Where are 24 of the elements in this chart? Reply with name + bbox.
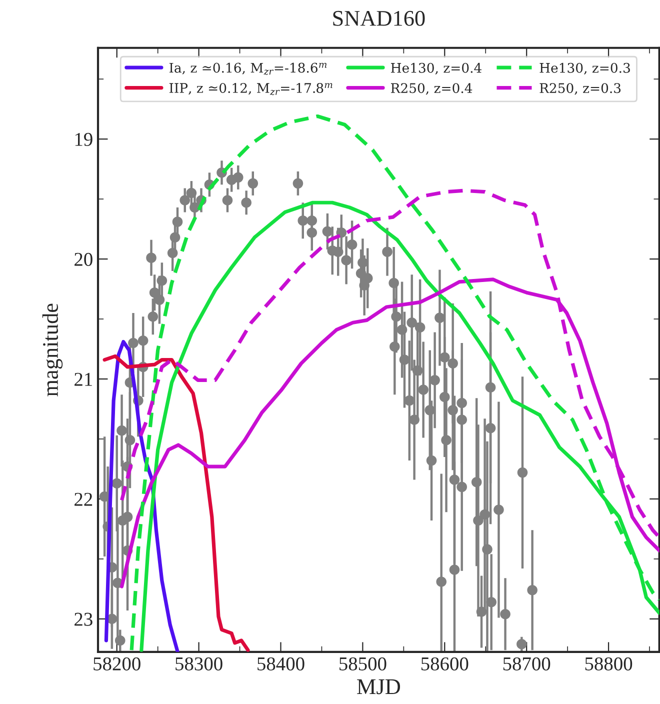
line-series <box>130 114 660 652</box>
legend-label: R250, z=0.4 <box>391 83 472 95</box>
y-tick-label: 22 <box>74 492 92 506</box>
legend-label: IIP, z ≃0.12, M$_{zr}$=-17.8$^{m}$ <box>169 83 332 96</box>
x-tick-label: 58300 <box>176 657 222 670</box>
x-axis-title: MJD <box>357 679 400 694</box>
line-series <box>104 340 180 652</box>
legend-label: He130, z=0.4 <box>391 62 482 74</box>
legend-label: Ia, z ≃0.16, M$_{zr}$=-18.6$^{m}$ <box>169 62 327 75</box>
x-tick-label: 58400 <box>258 657 304 670</box>
x-tick-label: 58800 <box>585 657 632 670</box>
y-tick-label: 20 <box>74 252 92 266</box>
x-tick-label: 58500 <box>340 657 386 670</box>
legend-label: He130, z=0.3 <box>540 62 630 74</box>
y-tick-label: 19 <box>75 132 92 146</box>
x-tick-label: 58200 <box>94 657 140 670</box>
x-tick-label: 58700 <box>503 657 550 670</box>
y-tick-label: 23 <box>74 612 92 626</box>
line-series <box>102 354 250 652</box>
chart-title: SNAD160 <box>333 10 425 26</box>
y-tick-label: 21 <box>74 372 92 386</box>
x-tick-label: 58600 <box>421 657 468 670</box>
y-axis-title: magnitude <box>42 304 63 396</box>
legend-label: R250, z=0.3 <box>540 83 621 95</box>
